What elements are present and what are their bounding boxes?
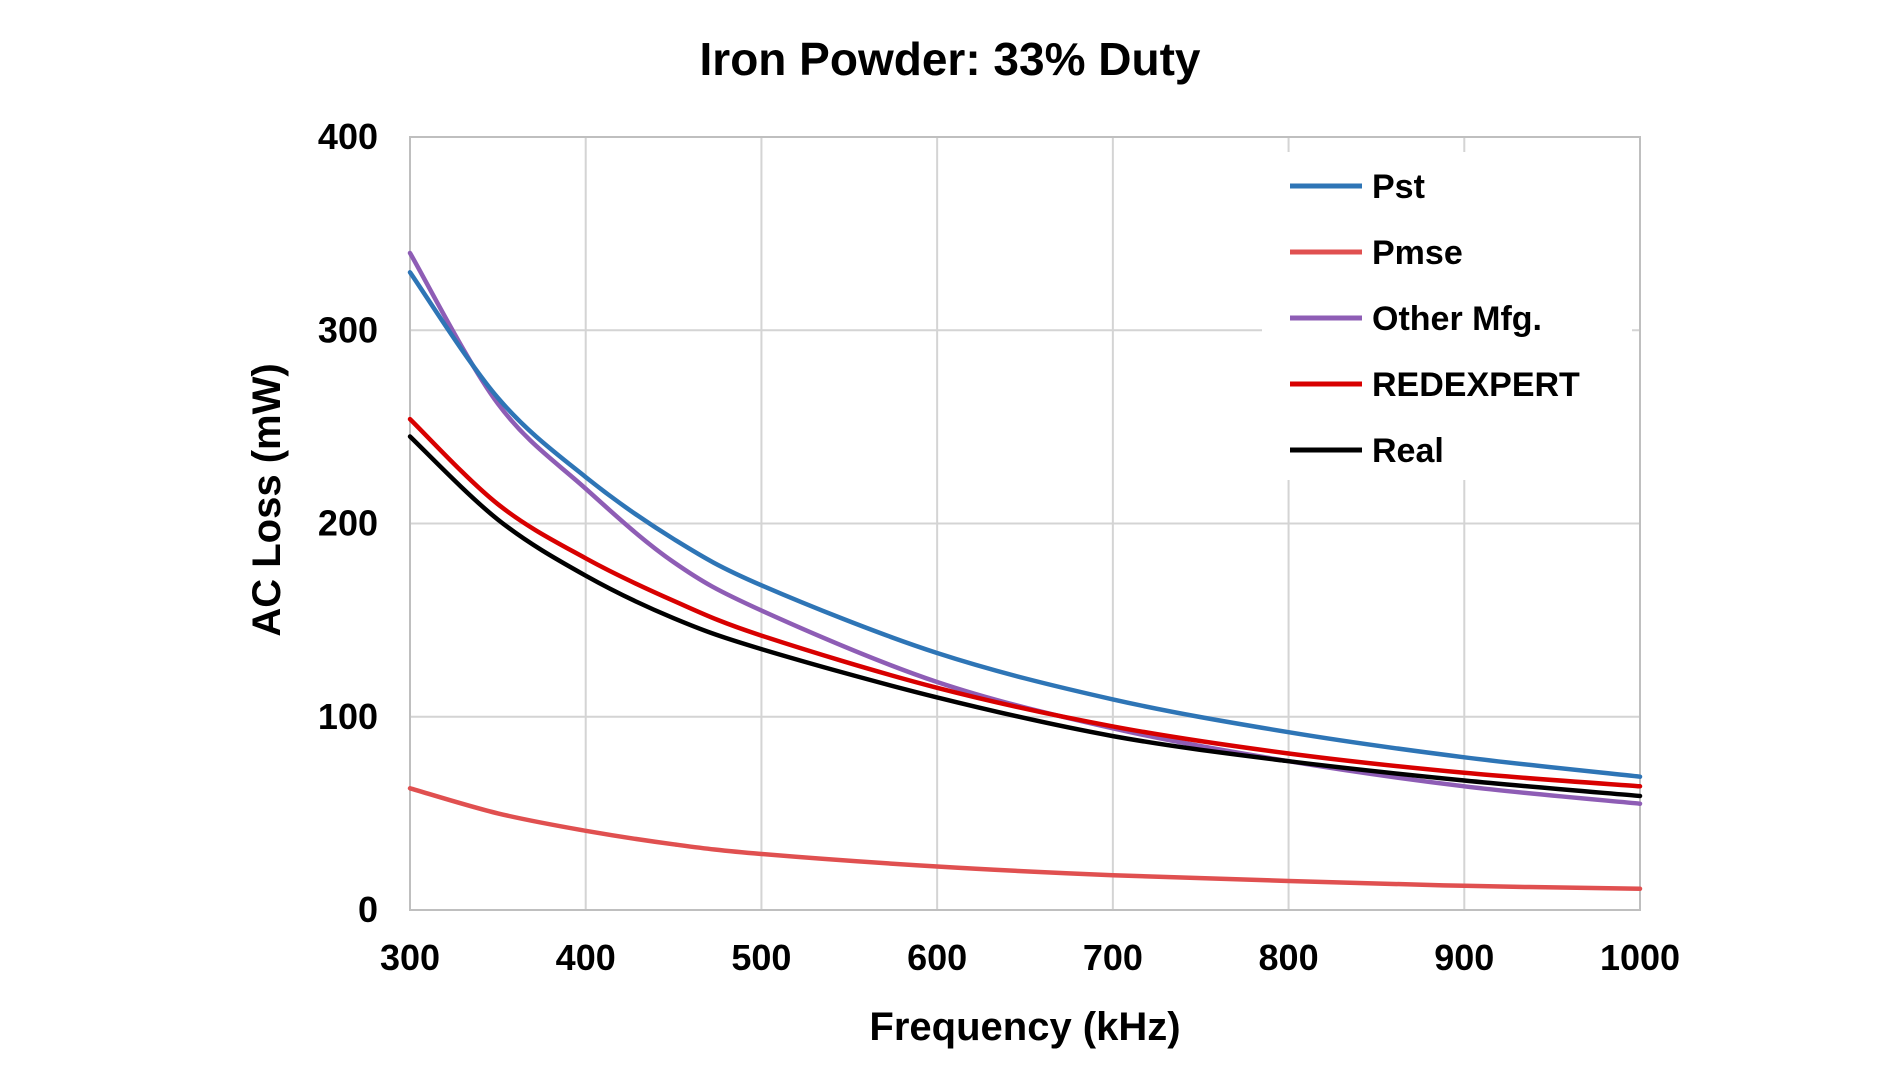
y-axis-title: AC Loss (mW) xyxy=(245,363,289,636)
legend-label-real: Real xyxy=(1372,432,1444,470)
legend-label-pmse: Pmse xyxy=(1372,234,1463,272)
x-tick-label: 400 xyxy=(556,937,616,978)
legend: Pst Pmse Other Mfg. REDEXPERT Real xyxy=(1262,152,1632,480)
chart-title: Iron Powder: 33% Duty xyxy=(700,33,1201,85)
x-tick-label: 1000 xyxy=(1600,937,1680,978)
x-tick-label: 800 xyxy=(1259,937,1319,978)
legend-label-other-mfg: Other Mfg. xyxy=(1372,300,1542,338)
series-line-real xyxy=(407,434,1643,799)
legend-label-pst: Pst xyxy=(1372,168,1425,206)
y-tick-label: 100 xyxy=(318,696,378,737)
series-group xyxy=(407,250,1643,891)
series-line-pst xyxy=(407,270,1643,779)
x-tick-label: 300 xyxy=(380,937,440,978)
x-axis-title: Frequency (kHz) xyxy=(869,1005,1180,1049)
y-tick-label: 400 xyxy=(318,116,378,157)
y-tick-label: 0 xyxy=(358,889,378,930)
legend-label-redexpert: REDEXPERT xyxy=(1372,366,1580,404)
plot-area xyxy=(409,136,1641,911)
y-tick-label: 200 xyxy=(318,503,378,544)
x-tick-label: 900 xyxy=(1434,937,1494,978)
series-line-pmse xyxy=(407,786,1643,891)
series-line-redexpert xyxy=(407,416,1643,789)
y-tick-label: 300 xyxy=(318,309,378,350)
y-axis: 0 100 200 300 400 xyxy=(318,116,378,930)
x-axis: 300 400 500 600 700 800 900 1000 xyxy=(380,937,1680,978)
x-tick-label: 600 xyxy=(907,937,967,978)
x-tick-label: 700 xyxy=(1083,937,1143,978)
x-tick-label: 500 xyxy=(731,937,791,978)
series-line-other-mfg xyxy=(407,250,1643,806)
